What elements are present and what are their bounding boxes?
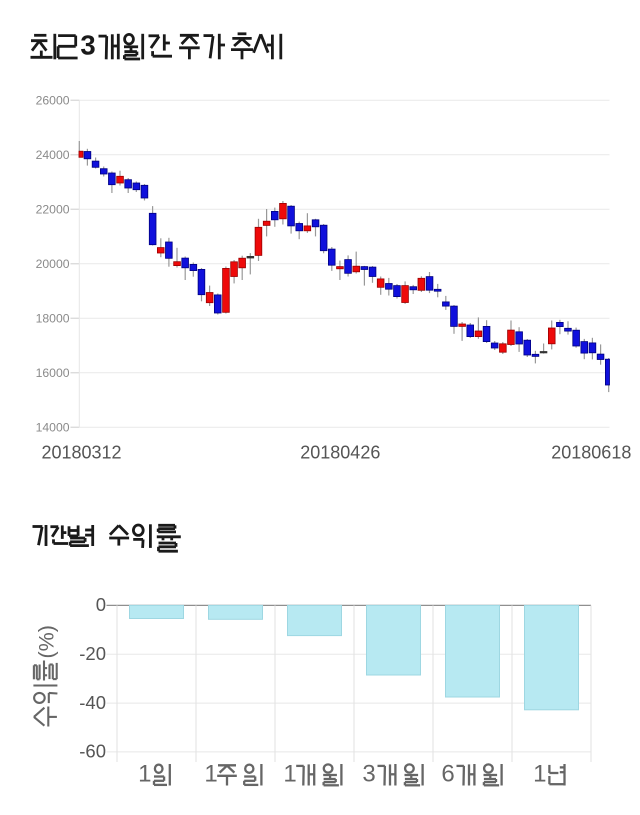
svg-text:-60: -60 <box>79 741 106 762</box>
svg-text:20180426: 20180426 <box>300 443 380 463</box>
svg-text:1: 1 <box>204 760 217 787</box>
svg-text:20180312: 20180312 <box>41 443 121 463</box>
svg-text:0: 0 <box>96 594 106 615</box>
svg-text:14000: 14000 <box>36 420 70 434</box>
svg-text:3: 3 <box>362 760 375 787</box>
svg-text:1: 1 <box>533 760 546 787</box>
svg-text:-20: -20 <box>79 643 106 664</box>
svg-text:(%): (%) <box>34 625 58 658</box>
svg-text:24000: 24000 <box>36 148 70 162</box>
svg-text:-40: -40 <box>79 692 106 713</box>
svg-text:20000: 20000 <box>36 257 70 271</box>
svg-text:1: 1 <box>138 760 151 787</box>
svg-text:3: 3 <box>80 29 95 60</box>
svg-text:6: 6 <box>441 760 454 787</box>
svg-text:16000: 16000 <box>36 366 70 380</box>
svg-text:26000: 26000 <box>36 94 70 108</box>
svg-text:18000: 18000 <box>36 311 70 325</box>
svg-text:20180618: 20180618 <box>551 443 631 463</box>
svg-text:1: 1 <box>283 760 296 787</box>
svg-text:22000: 22000 <box>36 202 70 216</box>
